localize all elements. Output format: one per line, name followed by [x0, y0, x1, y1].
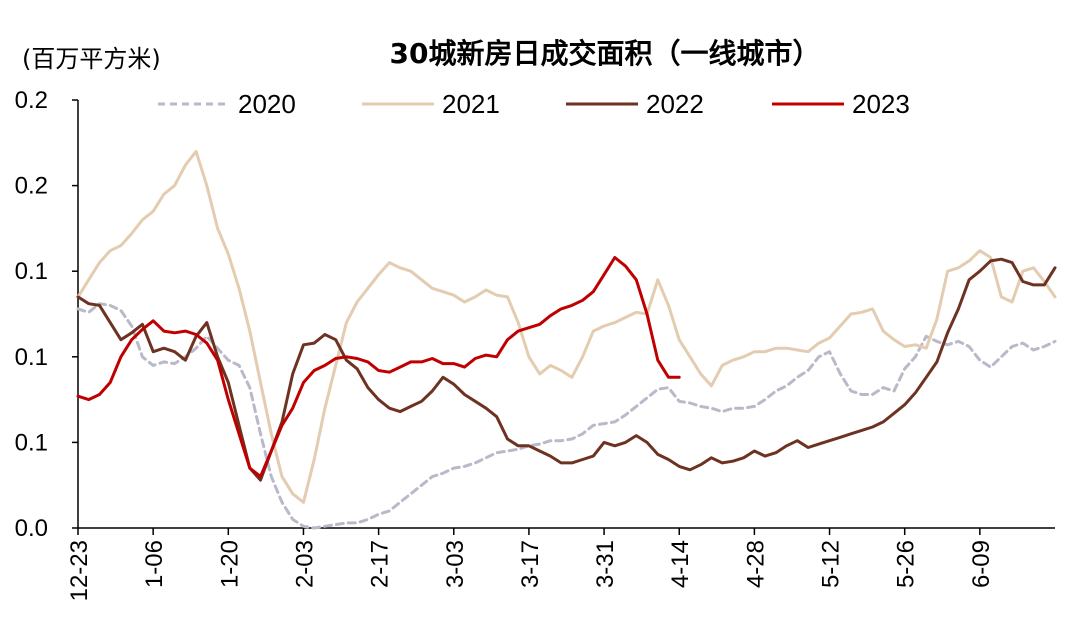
series-line-2022	[76, 257, 1057, 482]
x-axis-ticks: 12-23 1-06 1-20 2-03 2-17 3-03 3-17 3-31 4-14 4-2…	[66, 528, 995, 601]
y-tick-label: 0.0	[15, 515, 48, 542]
x-tick-label: 5-12	[818, 540, 845, 588]
series-line-2023	[76, 256, 681, 479]
y-tick-label: 0.2	[15, 173, 48, 200]
legend-label-2021: 2021	[442, 89, 500, 119]
x-tick-label: 4-14	[667, 540, 694, 588]
series-line-2020	[76, 302, 1057, 530]
legend: 2020 2021 2022 2023	[158, 89, 910, 119]
x-tick-label: 3-31	[592, 540, 619, 588]
legend-label-2022: 2022	[646, 89, 704, 119]
y-tick-label: 0.1	[15, 344, 48, 371]
x-tick-label: 1-20	[216, 540, 243, 588]
x-tick-label: 3-03	[442, 540, 469, 588]
x-tick-label: 2-03	[291, 540, 318, 588]
y-unit-label: (百万平方米)	[22, 45, 161, 73]
series-line-2021	[76, 149, 1057, 504]
x-tick-label: 1-06	[141, 540, 168, 588]
x-tick-label: 5-26	[893, 540, 920, 588]
x-tick-label: 12-23	[66, 540, 93, 601]
legend-label-2020: 2020	[238, 89, 296, 119]
series-layer	[76, 149, 1057, 530]
axes	[77, 100, 1055, 529]
y-axis-ticks: 0.0 0.1 0.1 0.1 0.2 0.2	[15, 87, 78, 542]
x-tick-label: 4-28	[742, 540, 769, 588]
y-tick-label: 0.1	[15, 258, 48, 285]
y-tick-label: 0.2	[15, 87, 48, 114]
y-tick-label: 0.1	[15, 429, 48, 456]
chart-title: 30城新房日成交面积（一线城市）	[390, 37, 821, 70]
x-tick-label: 3-17	[517, 540, 544, 588]
x-tick-label: 2-17	[367, 540, 394, 588]
x-tick-label: 6-09	[968, 540, 995, 588]
legend-label-2023: 2023	[852, 89, 910, 119]
